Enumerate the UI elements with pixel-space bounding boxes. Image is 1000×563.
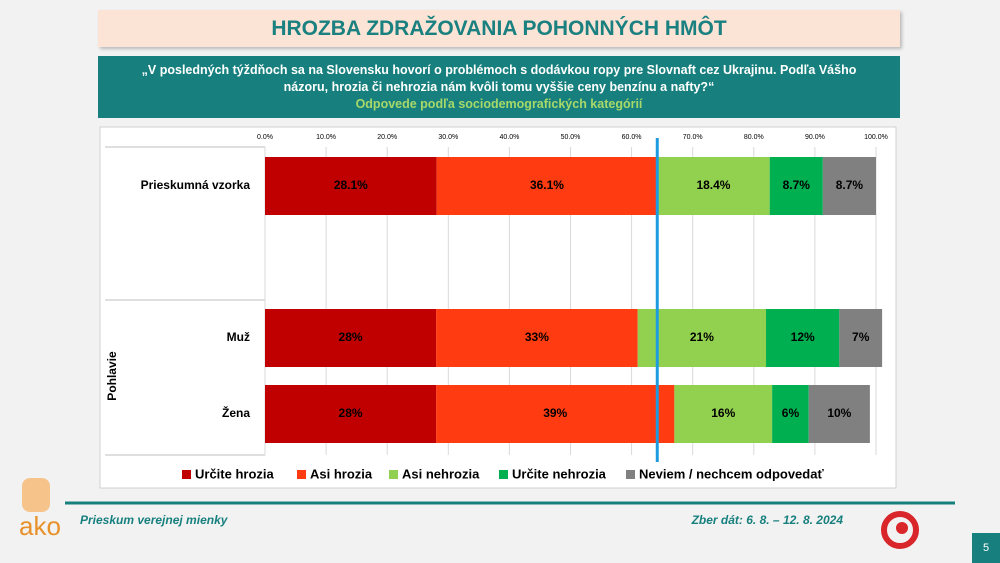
value-label: 16%	[711, 406, 735, 420]
bar-segment	[436, 385, 675, 443]
bar-segment	[772, 385, 809, 443]
footer-right: Zber dát: 6. 8. – 12. 8. 2024	[691, 513, 844, 527]
legend-swatch	[297, 470, 306, 479]
category-label: Prieskumná vzorka	[141, 178, 251, 192]
bar-segment	[637, 309, 767, 367]
bar-segment	[265, 385, 437, 443]
legend-swatch	[389, 470, 398, 479]
x-tick-label: 30.0%	[438, 134, 458, 141]
x-tick-label: 60.0%	[622, 134, 642, 141]
legend-swatch	[499, 470, 508, 479]
footer-left: Prieskum verejnej mienky	[80, 513, 229, 527]
value-label: 18.4%	[696, 178, 730, 192]
x-tick-label: 100.0%	[864, 134, 888, 141]
value-label: 28%	[339, 330, 363, 344]
value-label: 39%	[543, 406, 567, 420]
bar-segment	[265, 157, 437, 215]
value-label: 10%	[827, 406, 851, 420]
bar-segment	[265, 309, 437, 367]
value-label: 28.1%	[334, 178, 368, 192]
value-label: 33%	[525, 330, 549, 344]
category-label: Muž	[227, 330, 250, 344]
x-tick-label: 50.0%	[561, 134, 581, 141]
x-tick-label: 70.0%	[683, 134, 703, 141]
bar-segment	[808, 385, 870, 443]
category-label: Žena	[222, 405, 250, 420]
value-label: 7%	[852, 330, 870, 344]
bar-segment	[436, 309, 638, 367]
page-number: 5	[983, 542, 989, 554]
x-tick-label: 10.0%	[316, 134, 336, 141]
page-number-box	[972, 533, 1000, 563]
value-label: 8.7%	[836, 178, 864, 192]
legend-label: Asi nehrozia	[402, 466, 480, 481]
question-box: „V posledných týždňoch sa na Slovensku h…	[98, 56, 900, 118]
question: „V posledných týždňoch sa na Slovensku h…	[141, 63, 857, 94]
x-tick-label: 20.0%	[377, 134, 397, 141]
partner-logo	[896, 522, 908, 534]
subtitle: Odpovede podľa sociodemografických kateg…	[355, 97, 643, 111]
value-label: 8.7%	[783, 178, 811, 192]
bar-segment	[766, 309, 840, 367]
legend-label: Určite nehrozia	[512, 466, 607, 481]
group-label: Pohlavie	[105, 351, 119, 401]
logo-text: ako	[19, 511, 61, 541]
x-tick-label: 90.0%	[805, 134, 825, 141]
value-label: 36.1%	[530, 178, 564, 192]
legend-label: Určite hrozia	[195, 466, 275, 481]
value-label: 28%	[339, 406, 363, 420]
bar-segment	[822, 157, 876, 215]
partner-logo	[881, 511, 919, 549]
bar-segment	[436, 157, 658, 215]
bar-segment	[674, 385, 773, 443]
value-label: 12%	[791, 330, 815, 344]
value-label: 21%	[690, 330, 714, 344]
legend-label: Neviem / nechcem odpovedať	[639, 466, 824, 481]
value-label: 6%	[782, 406, 800, 420]
bar-segment	[839, 309, 883, 367]
x-tick-label: 80.0%	[744, 134, 764, 141]
legend-label: Asi hrozia	[310, 466, 373, 481]
slide-title: HROZBA ZDRAŽOVANIA POHONNÝCH HMÔT	[98, 10, 900, 47]
logo-icon	[22, 478, 50, 512]
x-tick-label: 0.0%	[257, 134, 273, 141]
legend-swatch	[182, 470, 191, 479]
legend-swatch	[626, 470, 635, 479]
bar-segment	[769, 157, 823, 215]
bar-segment	[657, 157, 770, 215]
x-tick-label: 40.0%	[499, 134, 519, 141]
